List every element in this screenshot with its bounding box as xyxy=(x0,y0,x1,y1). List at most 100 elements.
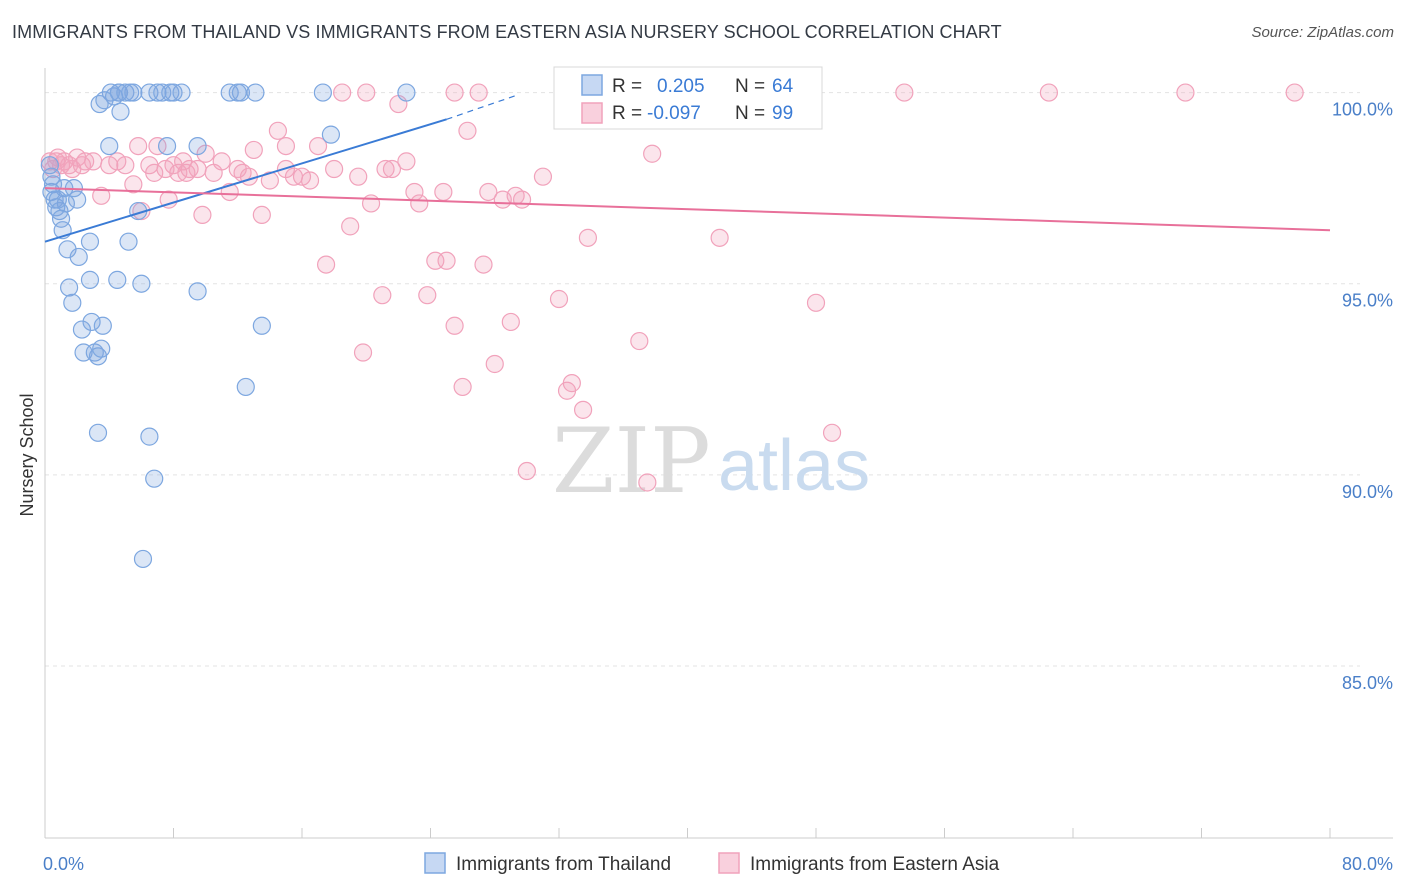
eastern-asia-point xyxy=(710,228,729,247)
watermark-zip: ZIP xyxy=(552,409,711,514)
legend-swatch-thailand xyxy=(581,74,603,96)
trend-lines xyxy=(44,93,1331,243)
thailand-point xyxy=(42,167,61,186)
eastern-asia-point xyxy=(549,289,569,309)
bottom-legend-label-thailand: Immigrants from Thailand xyxy=(456,854,671,875)
thailand-point xyxy=(95,91,114,110)
eastern-asia-point xyxy=(308,136,328,156)
eastern-asia-point xyxy=(124,175,143,194)
eastern-asia-point xyxy=(361,194,381,213)
eastern-asia-point xyxy=(116,156,135,175)
thailand-point xyxy=(93,316,112,335)
eastern-asia-point xyxy=(418,286,437,305)
eastern-asia-point xyxy=(349,167,368,186)
y-tick-label: 85.0% xyxy=(1342,673,1393,693)
thailand-point xyxy=(133,549,153,569)
thailand-point xyxy=(40,156,59,175)
eastern-asia-point xyxy=(341,217,360,236)
eastern-asia-point xyxy=(148,136,167,156)
eastern-asia-point xyxy=(92,186,111,205)
y-axis-label: Nursery School xyxy=(17,393,37,516)
thailand-point xyxy=(68,190,87,209)
eastern-asia-point xyxy=(517,461,536,481)
legend-n-value-2: 99 xyxy=(772,103,793,124)
eastern-asia-point xyxy=(129,136,148,156)
eastern-asia-point xyxy=(376,159,395,179)
eastern-asia-point xyxy=(333,83,352,102)
eastern-asia-point xyxy=(325,159,344,179)
thailand-point xyxy=(80,232,100,251)
watermark: ZIP atlas xyxy=(552,409,870,514)
thailand-point xyxy=(252,316,271,335)
eastern-asia-point xyxy=(479,182,498,202)
thailand-point xyxy=(111,102,130,121)
bottom-legend-label-eastern-asia: Immigrants from Eastern Asia xyxy=(750,854,1000,875)
bottom-legend-swatch-thailand xyxy=(424,852,446,874)
thailand-point xyxy=(313,83,332,102)
thailand-point xyxy=(321,125,341,144)
y-tick-label: 95.0% xyxy=(1342,291,1393,311)
thailand-point xyxy=(236,377,255,397)
thailand-trend-line xyxy=(44,118,447,243)
thailand-point xyxy=(72,320,92,339)
eastern-asia-point xyxy=(485,354,504,374)
legend-r-value-2: -0.097 xyxy=(647,103,701,124)
thailand-point xyxy=(108,270,127,289)
eastern-asia-point xyxy=(445,316,464,335)
eastern-asia-point xyxy=(373,286,392,305)
thailand-point xyxy=(59,278,79,297)
eastern-asia-point xyxy=(643,144,662,163)
thailand-point xyxy=(119,232,138,251)
eastern-asia-point xyxy=(353,343,373,362)
eastern-asia-point xyxy=(501,312,520,332)
correlation-legend: R = 0.205 N = 64 R = -0.097 N = 99 xyxy=(553,66,823,130)
thailand-point xyxy=(188,136,207,156)
eastern-asia-point xyxy=(630,331,649,351)
eastern-asia-point xyxy=(276,136,296,156)
eastern-asia-point xyxy=(72,156,92,175)
legend-n-label-2: N = xyxy=(735,103,765,124)
x-tick-label: 0.0% xyxy=(43,854,84,874)
thailand-point xyxy=(228,83,247,102)
eastern-asia-point xyxy=(212,152,231,171)
eastern-asia-point xyxy=(573,400,593,419)
chart-title: IMMIGRANTS FROM THAILAND VS IMMIGRANTS F… xyxy=(12,22,1002,42)
eastern-asia-point xyxy=(1176,83,1195,102)
eastern-asia-point xyxy=(260,171,279,190)
y-tick-label: 90.0% xyxy=(1342,482,1393,502)
source-credit: Source: ZipAtlas.com xyxy=(1251,24,1394,41)
thailand-point xyxy=(100,136,119,156)
thailand-point xyxy=(397,83,416,102)
eastern-asia-point xyxy=(159,190,178,209)
eastern-asia-point xyxy=(453,377,472,397)
eastern-asia-point xyxy=(410,194,429,213)
thailand-point xyxy=(132,274,151,293)
legend-r-label-2: R = xyxy=(612,103,642,124)
eastern-asia-point xyxy=(445,83,464,102)
thailand-point xyxy=(124,83,143,102)
bottom-legend-swatch-eastern-asia xyxy=(718,852,740,874)
eastern-asia-point xyxy=(357,83,376,102)
legend-r-label-1: R = xyxy=(612,76,642,97)
legend-n-label-1: N = xyxy=(735,76,765,97)
eastern-asia-point xyxy=(316,255,336,274)
eastern-asia-point xyxy=(638,473,657,492)
thailand-point xyxy=(82,312,101,332)
legend-r-value-1: 0.205 xyxy=(657,76,705,97)
legend-swatch-eastern-asia xyxy=(581,102,603,124)
eastern-asia-point xyxy=(268,121,288,140)
eastern-asia-point xyxy=(188,159,207,179)
thailand-point xyxy=(69,247,88,267)
thailand-trend-extension xyxy=(446,93,520,120)
thailand-point xyxy=(157,136,177,156)
thailand-point xyxy=(92,339,111,358)
thailand-point xyxy=(145,469,164,488)
thailand-point xyxy=(164,83,183,102)
eastern-asia-point xyxy=(244,140,263,160)
legend-n-value-1: 64 xyxy=(772,76,794,97)
eastern-asia-point xyxy=(562,374,581,393)
axes: 100.0% 95.0% 90.0% 85.0% 0.0% 80.0% xyxy=(43,68,1393,874)
thailand-point xyxy=(148,83,167,102)
thailand-point xyxy=(188,282,207,301)
